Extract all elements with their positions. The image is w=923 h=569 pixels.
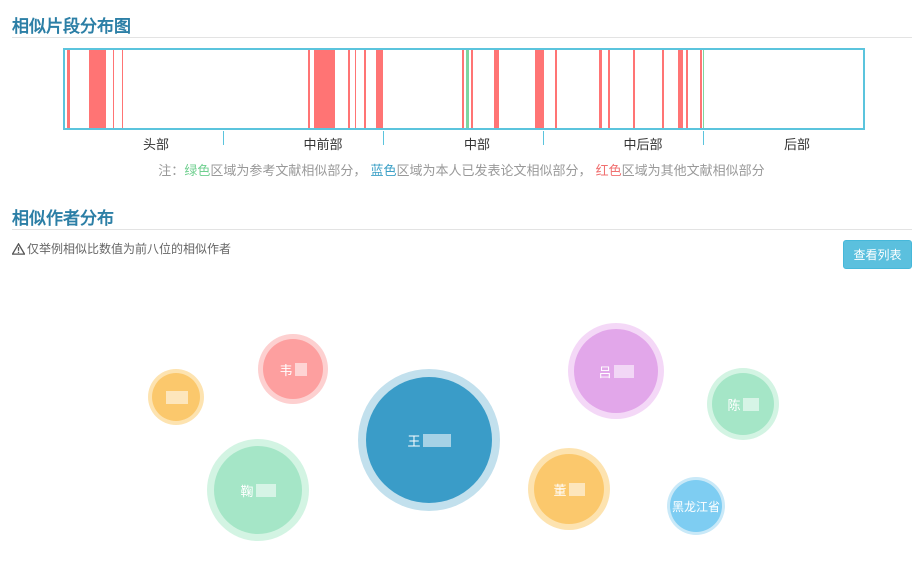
- red-similar-segment[interactable]: [677, 50, 683, 128]
- legend-red-text: 区域为其他文献相似部分: [621, 164, 765, 179]
- authors-divider: [12, 229, 912, 230]
- authors-note-text: 仅举例相似比数值为前八位的相似作者: [27, 242, 232, 256]
- title-divider: [12, 37, 912, 38]
- region-label-head: 头部: [142, 138, 169, 153]
- author-bubble[interactable]: 吕: [568, 323, 664, 419]
- author-bubble[interactable]: [148, 369, 204, 425]
- author-bubble-label: 鞠: [240, 484, 254, 500]
- view-list-button[interactable]: 查看列表: [843, 240, 912, 269]
- red-similar-segment[interactable]: [608, 50, 611, 128]
- author-bubble-label: 韦: [279, 363, 293, 379]
- region-label-back-middle: 中后部: [623, 138, 663, 153]
- red-similar-segment[interactable]: [462, 50, 464, 128]
- legend-blue-word: 蓝色: [370, 164, 397, 179]
- red-similar-segment[interactable]: [313, 50, 335, 128]
- redacted-block: [613, 364, 634, 378]
- distribution-title: 相似片段分布图: [12, 17, 131, 37]
- region-label-tail: 后部: [783, 138, 810, 153]
- region-label-middle: 中部: [463, 138, 490, 153]
- region-label-front-middle: 中前部: [303, 138, 343, 153]
- redacted-block: [568, 482, 585, 496]
- redacted-block: [422, 433, 451, 447]
- red-similar-segment[interactable]: [66, 50, 70, 128]
- region-tick: [223, 131, 224, 145]
- red-similar-segment[interactable]: [364, 50, 366, 128]
- region-tick: [383, 131, 384, 145]
- red-similar-segment[interactable]: [700, 50, 702, 128]
- legend-blue-text: 区域为本人已发表论文相似部分，: [396, 164, 592, 179]
- legend-green-text: 区域为参考文献相似部分，: [210, 164, 367, 179]
- redacted-block: [742, 397, 759, 411]
- red-similar-segment[interactable]: [535, 50, 544, 128]
- region-tick: [703, 131, 704, 145]
- region-tick: [543, 131, 544, 145]
- author-bubble-label: 董: [553, 483, 567, 499]
- red-similar-segment[interactable]: [661, 50, 665, 128]
- author-bubble[interactable]: 韦: [258, 334, 328, 404]
- red-similar-segment[interactable]: [348, 50, 350, 128]
- redacted-block: [255, 483, 276, 497]
- author-bubble[interactable]: 鞠: [207, 439, 309, 541]
- author-bubble-label: 吕: [598, 365, 612, 381]
- author-bubble[interactable]: 董: [528, 448, 610, 530]
- legend-prefix: 注：: [158, 164, 185, 179]
- green-similar-segment[interactable]: [466, 50, 469, 128]
- red-similar-segment[interactable]: [354, 50, 357, 128]
- color-legend-note: 注：绿色区域为参考文献相似部分， 蓝色区域为本人已发表论文相似部分， 红色区域为…: [0, 160, 923, 179]
- red-similar-segment[interactable]: [88, 50, 107, 128]
- red-similar-segment[interactable]: [376, 50, 383, 128]
- warning-triangle-icon: [12, 242, 25, 255]
- red-similar-segment[interactable]: [633, 50, 635, 128]
- authors-title: 相似作者分布: [12, 209, 114, 229]
- author-bubble[interactable]: 黑龙江省: [667, 477, 725, 535]
- author-bubble-label: 陈: [727, 398, 741, 414]
- red-similar-segment[interactable]: [685, 50, 689, 128]
- legend-green-word: 绿色: [184, 164, 211, 179]
- red-similar-segment[interactable]: [598, 50, 603, 128]
- green-similar-segment[interactable]: [702, 50, 705, 128]
- red-similar-segment[interactable]: [493, 50, 500, 128]
- red-similar-segment[interactable]: [554, 50, 557, 128]
- red-similar-segment[interactable]: [121, 50, 124, 128]
- red-similar-segment[interactable]: [308, 50, 310, 128]
- similarity-distribution-bar: [63, 48, 865, 130]
- redacted-block: [294, 362, 307, 376]
- author-bubble-label: 黑龙江省: [671, 499, 720, 514]
- author-bubble[interactable]: 王: [358, 369, 500, 511]
- authors-note: 仅举例相似比数值为前八位的相似作者: [12, 240, 231, 257]
- red-similar-segment[interactable]: [471, 50, 473, 128]
- author-bubble-label: 王: [407, 434, 421, 450]
- legend-red-word: 红色: [595, 164, 622, 179]
- red-similar-segment[interactable]: [112, 50, 115, 128]
- author-bubble[interactable]: 陈: [707, 368, 779, 440]
- redacted-block: [166, 390, 188, 404]
